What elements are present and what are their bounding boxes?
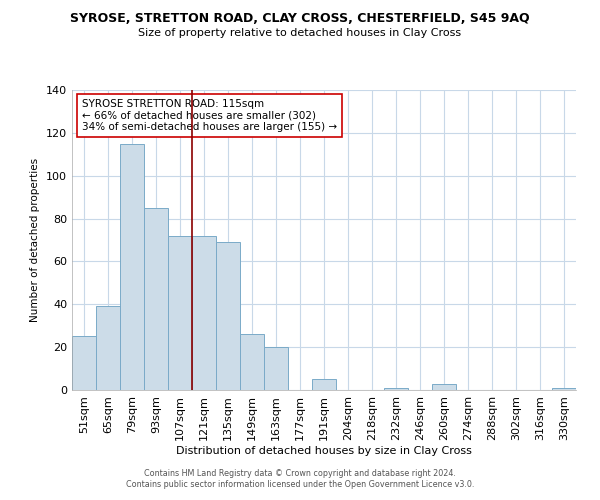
Bar	[552, 388, 576, 390]
Bar	[264, 347, 288, 390]
Bar	[96, 306, 120, 390]
Text: SYROSE, STRETTON ROAD, CLAY CROSS, CHESTERFIELD, S45 9AQ: SYROSE, STRETTON ROAD, CLAY CROSS, CHEST…	[70, 12, 530, 26]
Bar	[216, 242, 240, 390]
Bar	[72, 336, 96, 390]
Text: SYROSE STRETTON ROAD: 115sqm
← 66% of detached houses are smaller (302)
34% of s: SYROSE STRETTON ROAD: 115sqm ← 66% of de…	[82, 99, 337, 132]
Y-axis label: Number of detached properties: Number of detached properties	[31, 158, 40, 322]
X-axis label: Distribution of detached houses by size in Clay Cross: Distribution of detached houses by size …	[176, 446, 472, 456]
Bar	[384, 388, 408, 390]
Bar	[240, 334, 264, 390]
Text: Contains HM Land Registry data © Crown copyright and database right 2024.: Contains HM Land Registry data © Crown c…	[144, 468, 456, 477]
Bar	[168, 236, 192, 390]
Bar	[432, 384, 456, 390]
Text: Contains public sector information licensed under the Open Government Licence v3: Contains public sector information licen…	[126, 480, 474, 489]
Bar	[192, 236, 216, 390]
Bar	[120, 144, 144, 390]
Text: Size of property relative to detached houses in Clay Cross: Size of property relative to detached ho…	[139, 28, 461, 38]
Bar	[312, 380, 336, 390]
Bar	[144, 208, 168, 390]
